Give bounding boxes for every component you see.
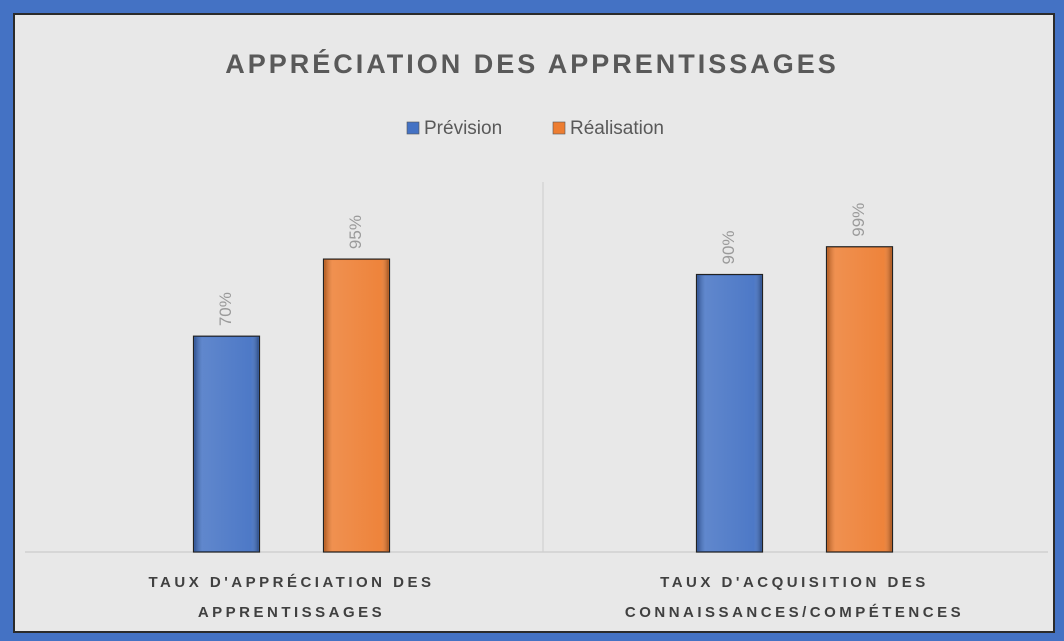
legend-label: Prévision — [424, 118, 502, 139]
bar-bevel — [827, 247, 892, 551]
bar-bevel — [697, 275, 762, 551]
x-tick-label: TAUX D'APPRÉCIATION DES APPRENTISSAGES — [148, 574, 435, 621]
legend-swatch — [552, 121, 566, 135]
x-tick-label: TAUX D'ACQUISITION DES CONNAISSANCES/COM… — [624, 574, 965, 621]
bar-bevel — [324, 260, 389, 551]
bar-bevel — [194, 337, 259, 551]
data-label: 70% — [216, 292, 235, 326]
data-label: 90% — [719, 230, 738, 264]
chart-area — [13, 13, 1055, 633]
legend-label: Réalisation — [570, 118, 664, 139]
data-label: 95% — [346, 215, 365, 249]
legend-swatch — [406, 121, 420, 135]
chart-title: APPRÉCIATION DES APPRENTISSAGES — [225, 48, 839, 79]
data-label: 99% — [849, 203, 868, 237]
